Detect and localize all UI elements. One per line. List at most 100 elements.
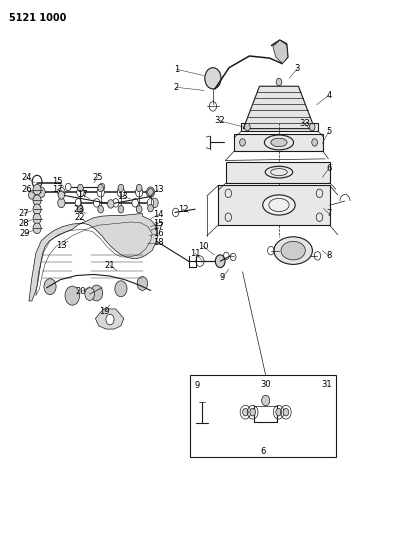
Circle shape [309,123,315,131]
Circle shape [58,188,65,197]
Circle shape [29,191,35,199]
Text: 1: 1 [174,64,179,74]
Bar [226,161,330,183]
Text: 5121 1000: 5121 1000 [9,13,67,23]
Circle shape [58,191,64,199]
Text: 18: 18 [153,238,164,247]
Circle shape [33,223,41,233]
Circle shape [33,214,41,224]
Text: 15: 15 [153,219,164,228]
Circle shape [276,78,282,86]
Text: 31: 31 [322,380,332,389]
Text: 20: 20 [75,287,86,296]
Polygon shape [243,86,315,128]
Text: 26: 26 [21,185,32,194]
Circle shape [78,206,83,213]
Bar [218,185,330,225]
Text: 3: 3 [295,64,300,73]
Circle shape [44,279,56,295]
Text: 15: 15 [52,177,62,186]
Text: 23: 23 [74,205,84,214]
Circle shape [93,199,100,207]
Text: 25: 25 [93,173,103,182]
Text: 29: 29 [20,229,30,238]
Circle shape [239,139,245,146]
Circle shape [99,183,105,191]
Circle shape [75,199,82,207]
Circle shape [244,123,250,131]
Text: 17: 17 [153,222,164,231]
Text: 33: 33 [299,119,310,128]
Text: 11: 11 [190,249,200,258]
Text: 22: 22 [74,213,84,222]
Ellipse shape [274,237,313,264]
Circle shape [65,286,80,305]
Circle shape [151,198,158,208]
Circle shape [91,285,103,301]
Text: 6: 6 [326,164,331,173]
Circle shape [146,187,155,198]
Circle shape [106,314,114,325]
Circle shape [108,200,114,208]
Circle shape [283,408,289,416]
Circle shape [312,139,317,146]
Text: 17: 17 [77,190,88,199]
Text: 13: 13 [117,192,127,201]
Text: 2: 2 [174,83,179,92]
Text: 9: 9 [220,272,225,281]
Text: 28: 28 [18,219,29,228]
Circle shape [98,206,104,213]
Circle shape [33,184,41,195]
Text: 12: 12 [177,205,188,214]
Text: 21: 21 [105,261,115,270]
Text: 5: 5 [326,127,331,136]
Circle shape [205,68,221,89]
Circle shape [113,199,119,207]
Circle shape [65,183,71,191]
Circle shape [118,184,124,192]
Text: 24: 24 [21,173,32,182]
Ellipse shape [263,195,295,215]
Circle shape [136,206,142,213]
Circle shape [78,184,83,192]
Circle shape [136,184,142,192]
Circle shape [97,188,104,197]
Circle shape [215,255,225,268]
Circle shape [115,281,127,297]
Ellipse shape [281,241,305,260]
Circle shape [37,187,45,198]
Bar [241,123,318,131]
Text: 16: 16 [153,229,164,238]
Circle shape [148,189,153,196]
Circle shape [262,395,270,406]
Bar [190,375,336,457]
Text: 32: 32 [214,116,225,125]
Circle shape [148,205,153,212]
Text: 6: 6 [260,447,266,456]
Circle shape [135,188,143,197]
Polygon shape [95,309,124,329]
Ellipse shape [271,138,287,147]
Circle shape [137,277,148,290]
Circle shape [276,408,282,416]
Bar [234,134,323,151]
Circle shape [98,184,104,192]
Circle shape [58,198,65,208]
Circle shape [85,288,95,301]
Text: 19: 19 [100,307,110,316]
Text: 17: 17 [52,185,62,194]
Circle shape [77,188,84,197]
Circle shape [243,408,248,416]
Text: 7: 7 [326,209,331,218]
Polygon shape [273,40,288,63]
Text: 4: 4 [326,91,331,100]
Text: 13: 13 [153,185,164,194]
Circle shape [33,204,41,215]
Circle shape [117,188,124,197]
Circle shape [33,195,41,206]
Text: 10: 10 [198,242,208,251]
Text: 8: 8 [326,252,331,261]
Text: 9: 9 [195,381,200,390]
Circle shape [118,206,124,213]
Circle shape [250,408,255,416]
